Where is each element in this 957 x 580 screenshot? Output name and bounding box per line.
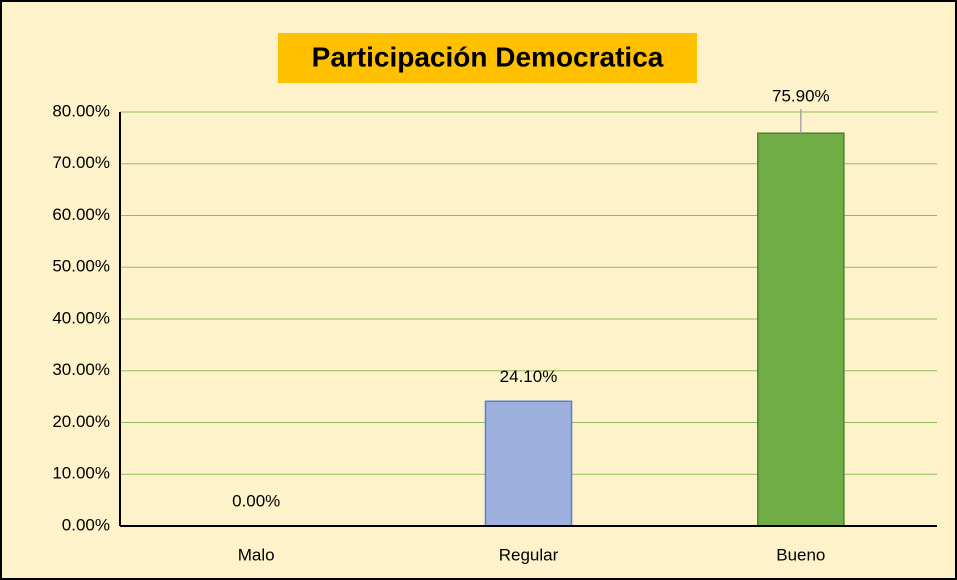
y-tick-label: 10.00% [52, 464, 110, 483]
data-label: 0.00% [232, 491, 280, 510]
y-tick-label: 50.00% [52, 257, 110, 276]
y-tick-label: 60.00% [52, 205, 110, 224]
bar [757, 132, 845, 527]
y-tick-label: 40.00% [52, 308, 110, 327]
y-tick-label: 30.00% [52, 360, 110, 379]
x-tick-label: Regular [499, 545, 559, 564]
y-tick-label: 80.00% [52, 101, 110, 120]
bar [484, 400, 573, 527]
y-tick-label: 0.00% [62, 515, 110, 534]
x-tick-label: Bueno [776, 545, 825, 564]
data-label: 24.10% [500, 367, 558, 386]
y-tick-label: 20.00% [52, 412, 110, 431]
chart-title: Participación Democratica [312, 41, 664, 72]
data-label: 75.90% [772, 86, 830, 105]
x-tick-label: Malo [238, 545, 275, 564]
title-box [278, 33, 697, 83]
y-tick-label: 70.00% [52, 153, 110, 172]
